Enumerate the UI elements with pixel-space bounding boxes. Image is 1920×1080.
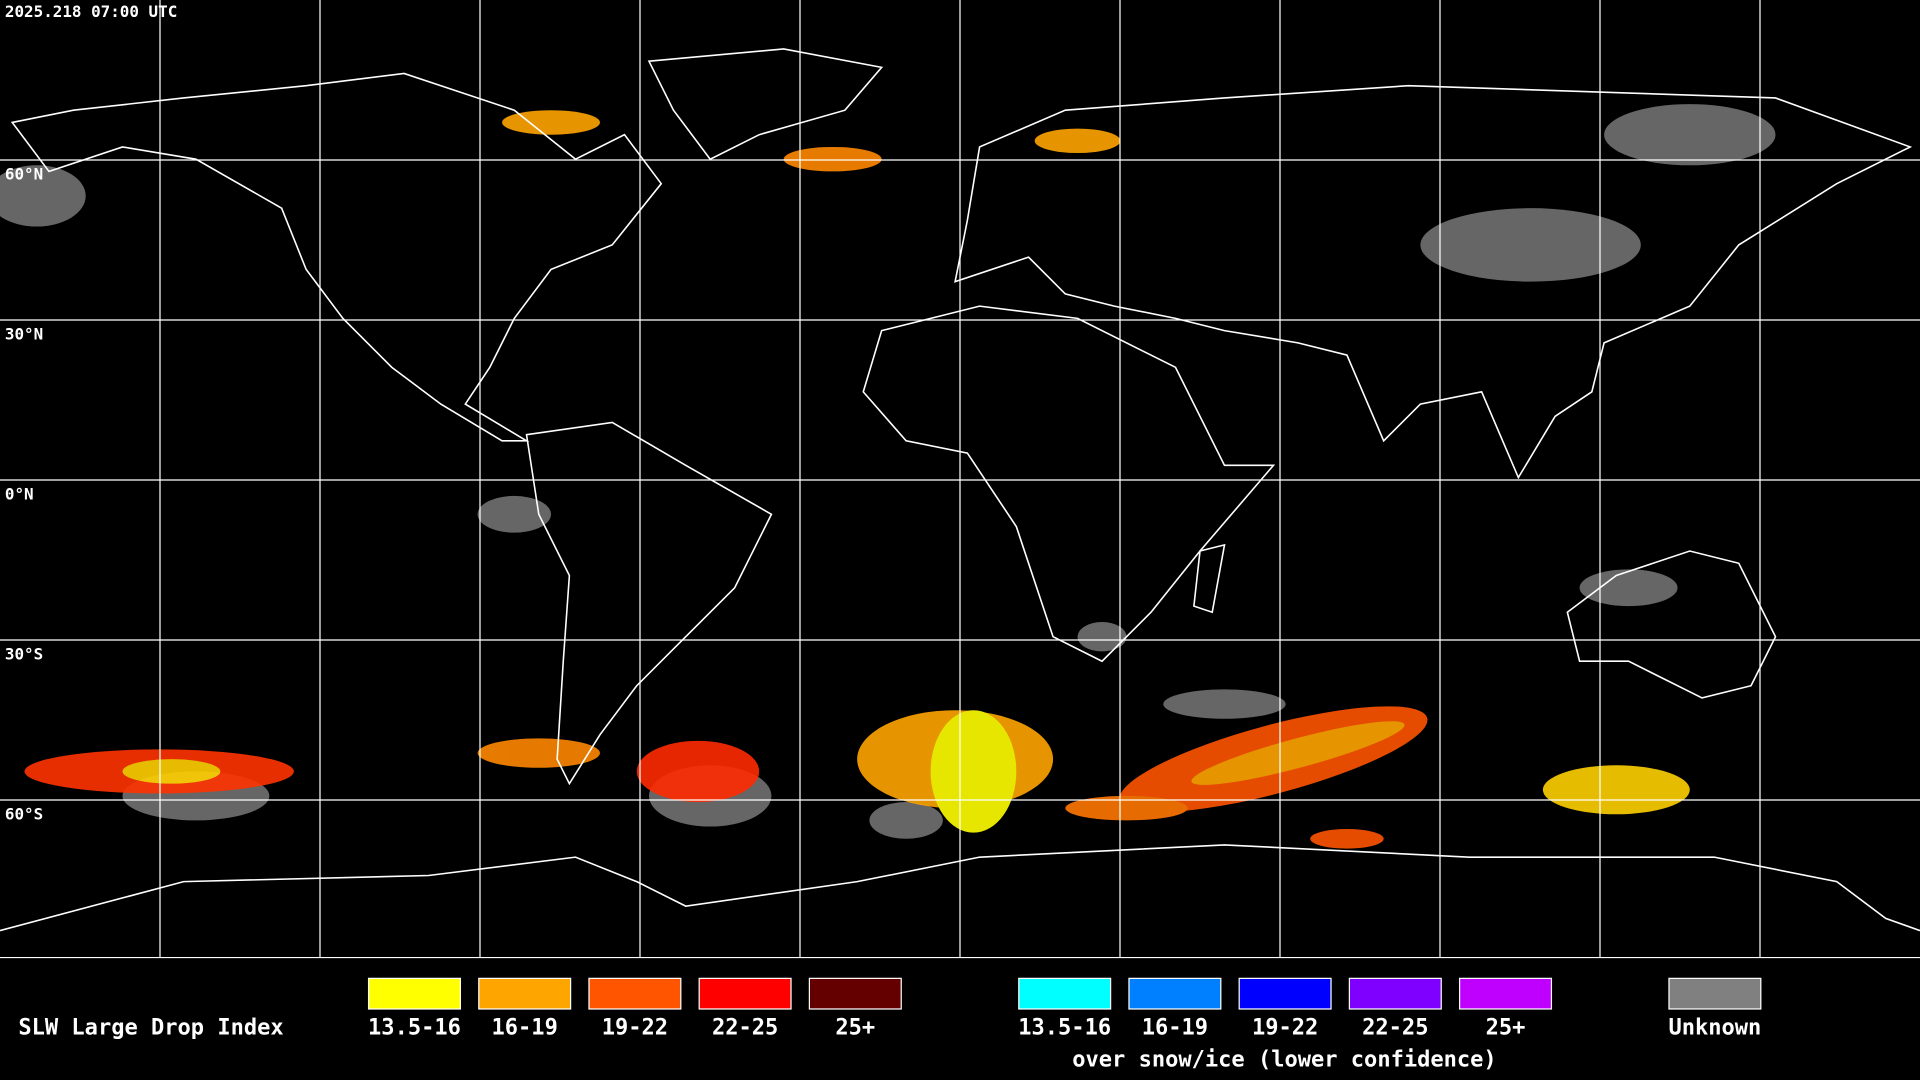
- legend-label: 13.5-16: [368, 1016, 461, 1041]
- legend-swatch: [367, 977, 462, 1010]
- latitude-label: 30°S: [5, 645, 43, 664]
- latitude-label: 0°N: [5, 485, 34, 504]
- latitude-label: 60°N: [5, 165, 43, 184]
- legend-swatch: [1668, 977, 1762, 1010]
- legend-swatch: [478, 977, 572, 1010]
- legend-label: 16-19: [492, 1016, 558, 1041]
- cloud-field: [0, 104, 1776, 849]
- legend-label: Unknown: [1668, 1016, 1761, 1041]
- legend-label: 19-22: [602, 1016, 668, 1041]
- legend-label: 22-25: [1362, 1016, 1428, 1041]
- legend-swatch: [588, 977, 682, 1010]
- legend-label: 25+: [1486, 1016, 1526, 1041]
- legend-swatch: [1348, 977, 1442, 1010]
- legend-swatch: [1018, 977, 1112, 1010]
- legend-swatch: [698, 977, 792, 1010]
- legend-label: 22-25: [712, 1016, 778, 1041]
- latitude-label: 60°S: [5, 805, 43, 824]
- snow-note: over snow/ice (lower confidence): [1072, 1048, 1496, 1073]
- legend-label: 16-19: [1142, 1016, 1208, 1041]
- legend-label: 25+: [835, 1016, 875, 1041]
- legend-panel: [0, 957, 1920, 1080]
- legend-title: SLW Large Drop Index: [18, 1016, 283, 1041]
- legend-swatch: [1458, 977, 1553, 1010]
- legend-label: 13.5-16: [1018, 1016, 1111, 1041]
- latitude-label: 30°N: [5, 325, 43, 344]
- graticule: [0, 0, 1920, 958]
- legend-swatch: [808, 977, 902, 1010]
- legend-swatch: [1238, 977, 1332, 1010]
- timestamp: 2025.218 07:00 UTC: [5, 2, 177, 21]
- legend-swatch: [1128, 977, 1222, 1010]
- legend-label: 19-22: [1252, 1016, 1318, 1041]
